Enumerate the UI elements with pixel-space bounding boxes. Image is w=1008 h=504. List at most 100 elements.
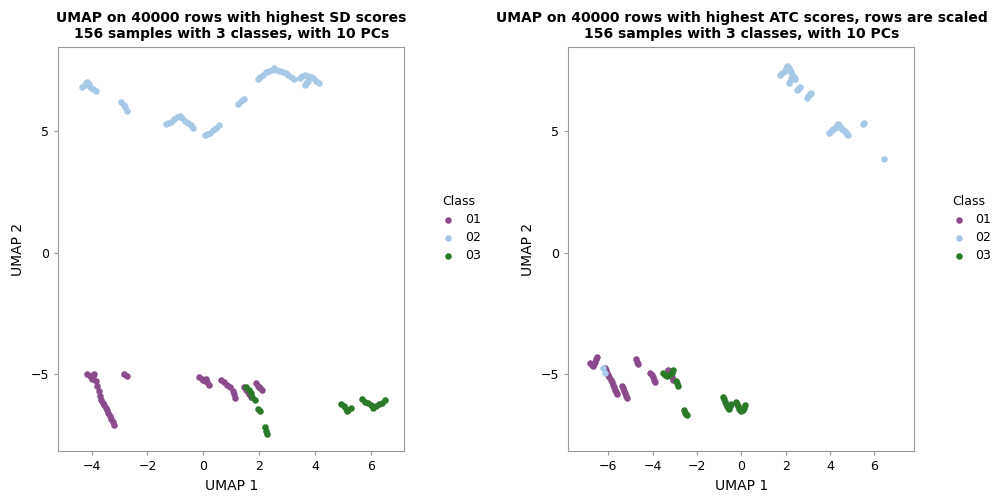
01 [241, 390, 257, 398]
02 [786, 75, 802, 83]
01 [83, 372, 99, 380]
02 [836, 126, 852, 134]
02 [830, 120, 846, 128]
03 [723, 403, 739, 411]
02 [83, 83, 99, 91]
02 [597, 368, 613, 376]
02 [297, 81, 313, 89]
01 [99, 406, 115, 414]
01 [662, 371, 678, 379]
03 [368, 403, 384, 411]
02 [784, 71, 800, 79]
02 [272, 67, 288, 75]
02 [825, 126, 841, 134]
02 [838, 129, 854, 137]
01 [216, 378, 232, 386]
01 [661, 368, 677, 376]
02 [236, 95, 252, 103]
03 [244, 393, 260, 401]
02 [828, 122, 844, 131]
01 [222, 383, 238, 391]
01 [664, 376, 680, 384]
Legend: 01, 02, 03: 01, 02, 03 [942, 192, 995, 266]
02 [166, 115, 182, 123]
X-axis label: UMAP 1: UMAP 1 [715, 479, 768, 493]
03 [675, 406, 691, 414]
02 [835, 125, 851, 133]
02 [798, 94, 814, 102]
01 [105, 418, 121, 426]
02 [781, 79, 797, 87]
03 [239, 383, 255, 391]
01 [607, 386, 623, 394]
02 [297, 71, 313, 79]
03 [657, 371, 673, 379]
01 [194, 374, 210, 383]
03 [257, 423, 273, 431]
02 [197, 131, 213, 139]
03 [343, 404, 359, 412]
03 [259, 430, 275, 438]
01 [89, 382, 105, 390]
02 [233, 97, 249, 105]
02 [827, 124, 843, 132]
01 [616, 387, 632, 395]
02 [230, 100, 246, 108]
01 [225, 387, 241, 395]
02 [857, 119, 873, 127]
01 [98, 404, 114, 412]
03 [732, 406, 748, 414]
02 [837, 128, 853, 136]
02 [774, 69, 790, 77]
01 [116, 370, 132, 378]
01 [587, 358, 603, 366]
03 [728, 398, 744, 406]
01 [248, 380, 264, 388]
03 [334, 400, 350, 408]
02 [185, 124, 202, 132]
02 [782, 66, 798, 74]
03 [720, 404, 736, 412]
02 [179, 119, 196, 127]
03 [365, 404, 381, 412]
01 [226, 390, 242, 398]
02 [785, 73, 801, 81]
03 [360, 399, 376, 407]
01 [103, 415, 119, 423]
01 [663, 373, 679, 382]
02 [789, 86, 805, 94]
Legend: 01, 02, 03: 01, 02, 03 [432, 192, 485, 266]
03 [661, 371, 677, 379]
01 [197, 377, 213, 385]
02 [298, 79, 314, 87]
02 [116, 101, 132, 109]
01 [629, 358, 645, 366]
02 [783, 75, 799, 83]
02 [784, 74, 800, 82]
02 [263, 66, 279, 74]
01 [601, 371, 617, 379]
01 [95, 399, 111, 407]
02 [802, 90, 818, 98]
02 [77, 81, 93, 89]
01 [630, 360, 646, 368]
01 [604, 378, 620, 386]
02 [305, 74, 322, 82]
02 [203, 129, 219, 137]
02 [81, 80, 97, 88]
01 [85, 372, 101, 380]
02 [85, 85, 101, 93]
02 [291, 74, 307, 82]
02 [801, 91, 817, 99]
02 [269, 66, 285, 74]
01 [602, 373, 618, 382]
Y-axis label: UMAP 2: UMAP 2 [11, 222, 25, 276]
02 [177, 116, 194, 124]
01 [642, 368, 658, 376]
03 [663, 368, 679, 376]
02 [299, 72, 316, 80]
02 [88, 87, 104, 95]
01 [80, 370, 96, 378]
02 [113, 98, 129, 106]
02 [280, 71, 296, 79]
